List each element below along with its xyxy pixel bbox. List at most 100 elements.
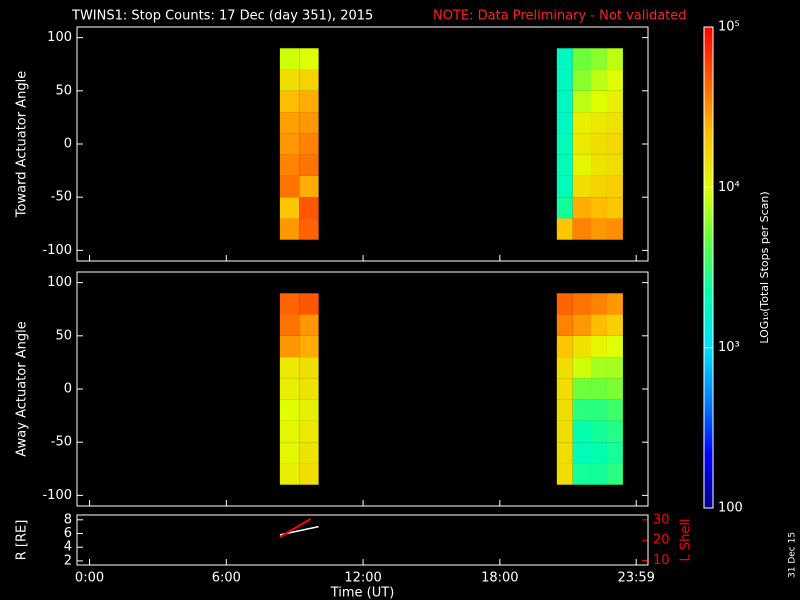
- heatmap-cell: [299, 218, 319, 240]
- heatmap-cell: [606, 175, 623, 198]
- heatmap-cell: [591, 197, 607, 219]
- y-tick-label: 8: [64, 512, 72, 527]
- heatmap-cell: [279, 293, 300, 315]
- plot-frame: [76, 514, 649, 566]
- heatmap-cell: [299, 175, 319, 198]
- heatmap-cell: [299, 463, 319, 485]
- heatmap-cell: [556, 420, 573, 443]
- heatmap-cell: [606, 112, 623, 134]
- heatmap-cell: [556, 112, 573, 134]
- heatmap-cell: [591, 218, 607, 240]
- heatmap-cell: [606, 218, 623, 240]
- heatmap-cell: [299, 420, 319, 443]
- heatmap-cell: [279, 154, 300, 176]
- heatmap-cell: [606, 48, 623, 70]
- heatmap-cell: [279, 133, 300, 155]
- heatmap-cell: [591, 314, 607, 336]
- heatmap-cell: [556, 293, 573, 315]
- heatmap-cell: [591, 357, 607, 379]
- heatmap-cell: [606, 197, 623, 219]
- heatmap-cell: [572, 218, 592, 240]
- y-tick-label: -50: [51, 190, 72, 205]
- heatmap-cell: [572, 175, 592, 198]
- heatmap-cell: [572, 90, 592, 113]
- heatmap-cell: [591, 399, 607, 421]
- heatmap-cell: [299, 90, 319, 113]
- heatmap-cell: [572, 197, 592, 219]
- heatmap-cell: [572, 293, 592, 315]
- y-tick-label: 0: [64, 382, 72, 397]
- heatmap-cell: [279, 314, 300, 336]
- y-tick-label: -100: [42, 243, 72, 258]
- heatmap-cell: [591, 442, 607, 464]
- heatmap-cell: [299, 69, 319, 91]
- heatmap-cell: [299, 197, 319, 219]
- y2-tick-label: 20: [653, 533, 670, 548]
- heatmap-cell: [606, 463, 623, 485]
- y-tick-label: -50: [51, 435, 72, 450]
- x-tick-label: 6:00: [212, 571, 241, 586]
- series-line: [279, 518, 312, 539]
- y-tick-label: 6: [64, 526, 72, 541]
- heatmap-cell: [572, 335, 592, 358]
- heatmap-cell: [572, 154, 592, 176]
- heatmap-cell: [606, 357, 623, 379]
- y-tick-label: -100: [42, 488, 72, 503]
- heatmap-cell: [556, 154, 573, 176]
- heatmap-cell: [556, 463, 573, 485]
- x-axis-label: Time (UT): [330, 586, 395, 600]
- heatmap-cell: [279, 90, 300, 113]
- heatmap-cell: [279, 442, 300, 464]
- heatmap-cell: [299, 442, 319, 464]
- y-axis-label: R [RE]: [15, 520, 30, 561]
- heatmap-cell: [572, 357, 592, 379]
- chart-title: TWINS1: Stop Counts: 17 Dec (day 351), 2…: [71, 9, 373, 24]
- x-tick-label: 12:00: [344, 571, 381, 586]
- heatmap-cell: [299, 293, 319, 315]
- heatmap-cell: [572, 48, 592, 70]
- colorbar-tick-label: 10³: [718, 340, 740, 355]
- date-stamp: 31 Dec 15: [788, 532, 798, 578]
- heatmap-cell: [556, 314, 573, 336]
- y-tick-label: 100: [47, 30, 72, 45]
- y-axis-label: Toward Actuator Angle: [15, 71, 30, 218]
- colorbar-tick-label: 10⁵: [718, 20, 740, 35]
- heatmap-cell: [556, 442, 573, 464]
- heatmap-cell: [606, 420, 623, 443]
- heatmap-cell: [591, 335, 607, 358]
- heatmap-cell: [556, 197, 573, 219]
- heatmap-cell: [572, 420, 592, 443]
- heatmap-cell: [591, 69, 607, 91]
- heatmap-cell: [279, 112, 300, 134]
- heatmap-cell: [572, 133, 592, 155]
- heatmap-cell: [299, 48, 319, 70]
- heatmap-cell: [279, 399, 300, 421]
- note: NOTE: Data Preliminary - Not validated: [433, 9, 687, 24]
- heatmap-cell: [591, 154, 607, 176]
- y-tick-label: 4: [64, 540, 72, 555]
- heatmap-cell: [591, 175, 607, 198]
- y-tick-label: 50: [55, 328, 72, 343]
- heatmap-cell: [279, 335, 300, 358]
- heatmap-cell: [572, 314, 592, 336]
- heatmap-cell: [279, 69, 300, 91]
- y-tick-label: 2: [64, 553, 72, 568]
- heatmap-cell: [572, 69, 592, 91]
- y-tick-label: 0: [64, 137, 72, 152]
- heatmap-cell: [556, 335, 573, 358]
- heatmap-cell: [572, 399, 592, 421]
- y-axis-label: Away Actuator Angle: [15, 321, 30, 456]
- heatmap-cell: [606, 378, 623, 400]
- heatmap-cell: [606, 69, 623, 91]
- heatmap-cell: [299, 314, 319, 336]
- heatmap-cell: [299, 357, 319, 379]
- heatmap-cell: [279, 420, 300, 443]
- heatmap-cell: [299, 154, 319, 176]
- heatmap-cell: [591, 112, 607, 134]
- heatmap-cell: [591, 463, 607, 485]
- heatmap-cell: [279, 378, 300, 400]
- heatmap-cell: [279, 48, 300, 70]
- colorbar-tick-label: 100: [718, 501, 743, 516]
